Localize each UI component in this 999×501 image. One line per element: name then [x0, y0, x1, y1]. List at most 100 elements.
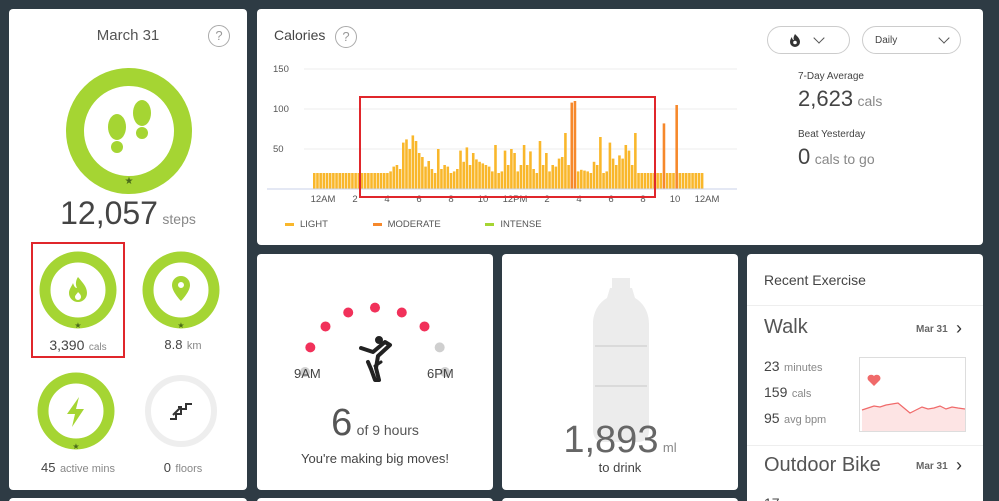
calories-bar-chart: 5010015012AM 2 4 6 8 10 12PM 2 4 6 8 10 12AM	[267, 59, 747, 219]
lightning-bolt-icon	[67, 397, 84, 427]
summary-help-icon[interactable]: ?	[208, 25, 230, 47]
bar-moderate	[675, 105, 678, 189]
water-value: 1,893	[563, 419, 658, 461]
bar-light	[545, 153, 548, 189]
distance-unit: km	[187, 340, 202, 352]
location-pin-icon	[172, 276, 190, 301]
period-select[interactable]: Daily	[862, 26, 961, 54]
steps-ring[interactable]: ★	[65, 67, 193, 195]
bar-light	[701, 173, 704, 189]
bar-light	[682, 173, 685, 189]
recent-exercise-title: Recent Exercise	[764, 272, 866, 288]
calorie-type-select[interactable]	[767, 26, 850, 54]
hourly-activity-card[interactable]: 9AM 6PM 6 of 9 hours You're making big m…	[257, 254, 493, 490]
water-card[interactable]: 1,893 ml to drink	[502, 254, 738, 490]
chevron-right-icon: ›	[956, 455, 962, 476]
steps-star-icon: ★	[65, 176, 193, 187]
steps-value: 12,057	[60, 195, 158, 231]
bike-partial-value: 17	[764, 495, 780, 501]
heart-rate-graph	[859, 357, 966, 432]
bar-light	[602, 173, 605, 189]
bar-light	[485, 165, 488, 189]
floors-tile[interactable]: 0 floors	[136, 369, 230, 485]
bar-light	[593, 162, 596, 189]
bar-light	[567, 165, 570, 189]
bar-light	[456, 169, 459, 189]
x-tick-label: 4	[384, 194, 389, 205]
legend-moderate: MODERATE	[373, 219, 441, 230]
x-tick-label: 2	[544, 194, 549, 205]
calories-title: Calories	[274, 27, 325, 43]
bar-light	[383, 173, 386, 189]
bar-light	[529, 151, 532, 189]
bar-light	[504, 151, 507, 189]
bar-light	[408, 149, 411, 189]
x-tick-label: 4	[576, 194, 581, 205]
bar-light	[647, 173, 650, 189]
bar-light	[472, 153, 475, 189]
bar-light	[354, 173, 357, 189]
bar-light	[313, 173, 316, 189]
bar-light	[345, 173, 348, 189]
bar-light	[564, 133, 567, 189]
active-minutes-ring: ★	[36, 371, 116, 451]
bar-light	[640, 173, 643, 189]
floors-value: 0	[164, 460, 171, 475]
floors-ring	[141, 371, 221, 451]
bar-light	[338, 173, 341, 189]
bar-light	[526, 165, 529, 189]
y-tick-label: 150	[273, 64, 289, 75]
bar-light	[679, 173, 682, 189]
bar-light	[440, 169, 443, 189]
calories-total: 3,390 cals	[33, 337, 123, 355]
bar-light	[373, 173, 376, 189]
bar-light	[666, 173, 669, 189]
bar-light	[586, 171, 589, 189]
bar-light	[478, 162, 481, 189]
chevron-right-icon: ›	[956, 318, 962, 339]
bar-light	[605, 171, 608, 189]
hour-dot	[397, 308, 407, 318]
bar-light	[342, 173, 345, 189]
exercise-walk[interactable]: Walk Mar 31 › 23 minutes 159 cals 95 avg…	[747, 306, 983, 448]
daily-summary-card: March 31 ? ★ 12,057 steps ★ 3,390 cals	[9, 9, 247, 490]
legend-light: LIGHT	[285, 219, 328, 230]
calories-tile[interactable]: ★ 3,390 cals	[31, 242, 125, 358]
bar-light	[364, 173, 367, 189]
calories-help-icon[interactable]: ?	[335, 26, 357, 48]
bar-light	[392, 167, 395, 189]
bar-light	[644, 173, 647, 189]
bar-light	[520, 165, 523, 189]
bar-light	[561, 157, 564, 189]
x-tick-label: 2	[352, 194, 357, 205]
active-minutes-tile[interactable]: ★ 45 active mins	[31, 369, 125, 485]
bar-light	[548, 171, 551, 189]
bar-light	[542, 165, 545, 189]
x-tick-label: 8	[640, 194, 645, 205]
bar-light	[625, 145, 628, 189]
bar-light	[618, 155, 621, 189]
bar-light	[590, 173, 593, 189]
avg-label: 7-Day Average	[798, 71, 864, 82]
bar-light	[536, 173, 539, 189]
bar-light	[466, 147, 469, 189]
bar-light	[621, 159, 624, 189]
flame-icon	[69, 277, 87, 302]
bar-light	[434, 173, 437, 189]
exercise-outdoor-bike[interactable]: Outdoor Bike Mar 31 › 17	[747, 446, 983, 501]
steps-total: 12,057 steps	[9, 195, 247, 232]
distance-value: 8.8	[164, 337, 182, 352]
calories-ring: ★	[38, 250, 118, 330]
bar-light	[415, 141, 418, 189]
stairs-icon	[170, 404, 192, 419]
beat-value: 0	[798, 144, 810, 169]
distance-tile[interactable]: ★ 8.8 km	[136, 242, 230, 358]
bar-light	[316, 173, 319, 189]
bar-light	[609, 143, 612, 189]
calories-value: 3,390	[49, 337, 84, 353]
chevron-down-icon	[938, 32, 949, 43]
bar-light	[437, 149, 440, 189]
bar-light	[628, 151, 631, 189]
bar-light	[532, 169, 535, 189]
bar-light	[412, 135, 415, 189]
